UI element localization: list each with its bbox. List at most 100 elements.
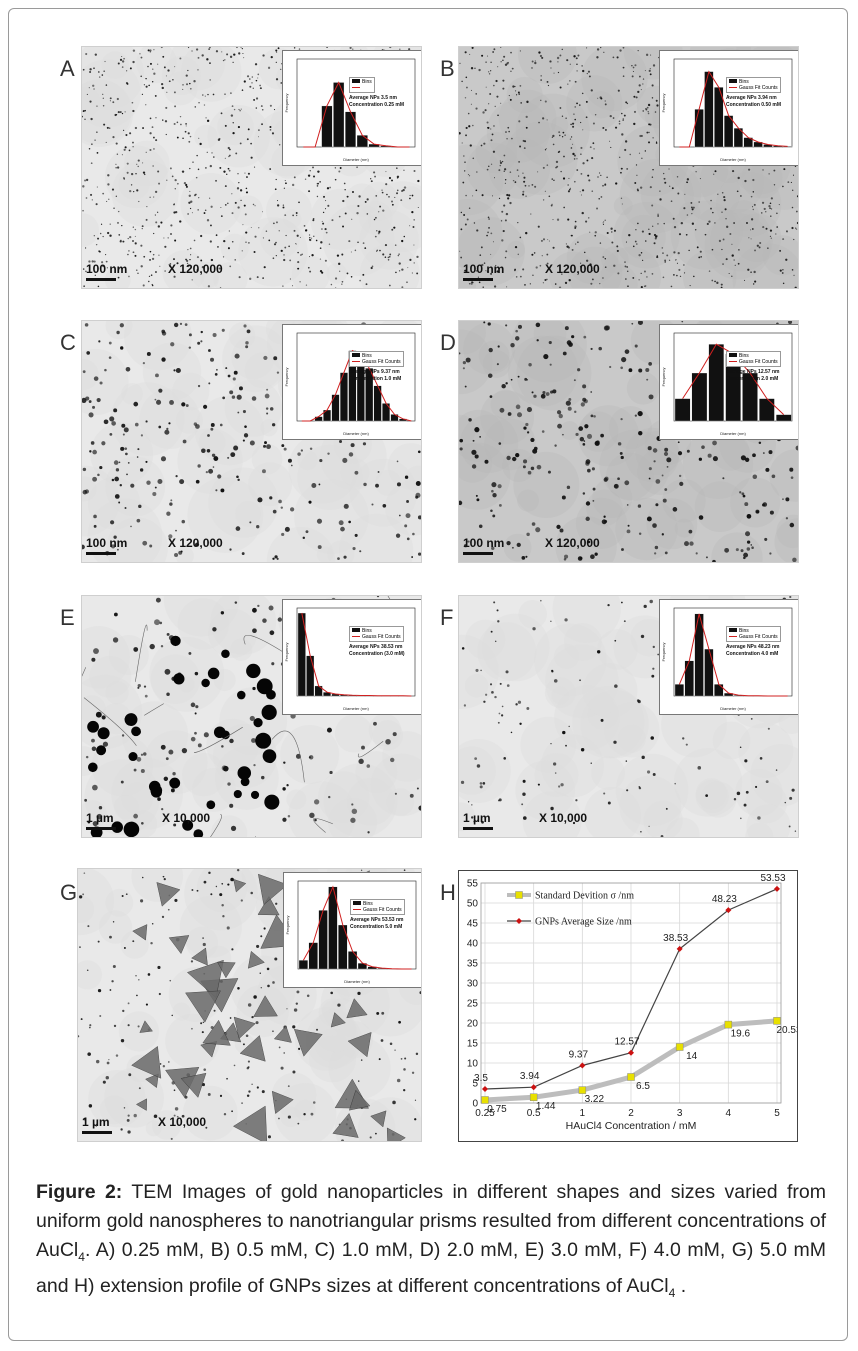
nanoparticle <box>476 498 480 502</box>
nanoparticle <box>389 1042 393 1046</box>
nanoparticle <box>163 237 165 239</box>
nanoparticle <box>647 141 651 144</box>
nanoparticle <box>378 211 380 213</box>
nanoparticle <box>590 554 595 560</box>
nanoparticle <box>568 725 570 728</box>
nanoparticle <box>590 391 593 393</box>
nanoparticle <box>624 261 626 263</box>
panel-letter-g: G <box>60 880 78 905</box>
nanoparticle <box>97 940 100 943</box>
nanoparticle <box>551 178 553 180</box>
nanoparticle <box>326 47 328 48</box>
nanoparticle <box>207 434 210 437</box>
nanoparticle <box>299 236 301 238</box>
tem-texture-blob <box>82 465 120 537</box>
nanoparticle <box>636 174 638 176</box>
nanoparticle <box>177 182 179 185</box>
nanoparticle <box>102 192 105 195</box>
nanoparticle <box>233 370 238 375</box>
nanoparticle <box>88 148 91 150</box>
nanoparticle <box>149 250 152 253</box>
nanoparticle <box>544 149 547 151</box>
nanoparticle <box>223 1112 227 1116</box>
nanoparticle <box>120 1038 125 1043</box>
nanoparticle <box>598 198 600 200</box>
nanoparticle <box>478 281 481 284</box>
nanoparticle <box>480 246 483 249</box>
nanoparticle <box>478 68 481 72</box>
nanoparticle <box>775 769 778 771</box>
nanoparticle <box>250 142 253 145</box>
nanoparticle <box>316 195 319 198</box>
nanoparticle <box>603 221 605 223</box>
nanoparticle <box>698 457 703 461</box>
nanoparticle <box>614 684 618 688</box>
nanoparticle <box>585 501 591 506</box>
tem-texture-blob <box>104 1067 164 1128</box>
nanoparticle <box>313 235 315 238</box>
nanoparticle <box>646 131 649 134</box>
nanoparticle <box>253 763 256 767</box>
nanoparticle <box>638 75 641 78</box>
nanoparticle <box>175 210 178 214</box>
avg-size-data-label: 3.5 <box>474 1073 488 1084</box>
nanoparticle <box>640 252 643 254</box>
nanoparticle <box>569 63 571 65</box>
nanoparticle <box>403 1068 406 1071</box>
nanoparticle <box>155 117 157 119</box>
nanoparticle <box>320 241 323 244</box>
nanoparticle <box>507 197 510 200</box>
nanoparticle <box>419 991 421 995</box>
nanoparticle <box>650 54 652 56</box>
nanoparticle <box>376 596 380 598</box>
nanoparticle <box>486 270 489 273</box>
nanoparticle <box>360 1059 363 1061</box>
nanoparticle <box>525 115 528 119</box>
tem-texture-blob <box>511 321 587 383</box>
nanoparticle <box>677 252 680 255</box>
nanoparticle <box>229 265 232 268</box>
tem-texture-blob <box>566 75 623 132</box>
y-tick-label: 40 <box>467 939 479 950</box>
nanoparticle <box>158 425 162 429</box>
nanoparticle <box>664 181 667 184</box>
nanoparticle <box>227 883 230 886</box>
nanoparticle <box>219 166 222 169</box>
nanoparticle <box>201 1031 204 1034</box>
nanoparticle <box>796 221 798 225</box>
tem-texture <box>459 321 798 562</box>
tem-texture-blob <box>533 321 567 351</box>
nanoparticle <box>583 440 586 442</box>
nanoparticle <box>406 500 409 503</box>
nanoparticle <box>340 526 345 532</box>
nanoparticle <box>570 234 573 237</box>
nanoparticle <box>417 179 420 183</box>
nanoparticle <box>283 187 285 189</box>
nanoparticle <box>188 201 191 204</box>
nanoparticle <box>370 180 373 183</box>
nanoparticle <box>292 214 295 217</box>
nanoparticle <box>339 166 342 169</box>
nanoparticle <box>747 268 750 271</box>
nanoparticle <box>311 483 317 488</box>
nanoparticle <box>229 738 234 744</box>
nanoparticle <box>263 927 266 930</box>
nanoparticle <box>346 272 349 275</box>
nanoparticle <box>119 58 123 61</box>
nanoparticle <box>314 818 317 822</box>
nanoparticle <box>616 56 619 59</box>
nanoparticle <box>524 377 528 381</box>
nanoparticle <box>640 286 643 288</box>
tem-texture-blob <box>582 663 638 719</box>
nanoparticle <box>134 235 136 237</box>
tem-texture-blob <box>288 432 359 504</box>
nanoparticle <box>710 199 712 202</box>
nanoparticle <box>506 62 509 65</box>
nanoparticle <box>82 893 85 896</box>
nanoparticle <box>401 268 404 271</box>
nanoparticle <box>322 222 325 225</box>
nanoparticle <box>490 232 493 235</box>
nanoparticle <box>319 270 323 273</box>
nanoparticle <box>140 769 145 774</box>
nanoparticle <box>621 203 623 205</box>
